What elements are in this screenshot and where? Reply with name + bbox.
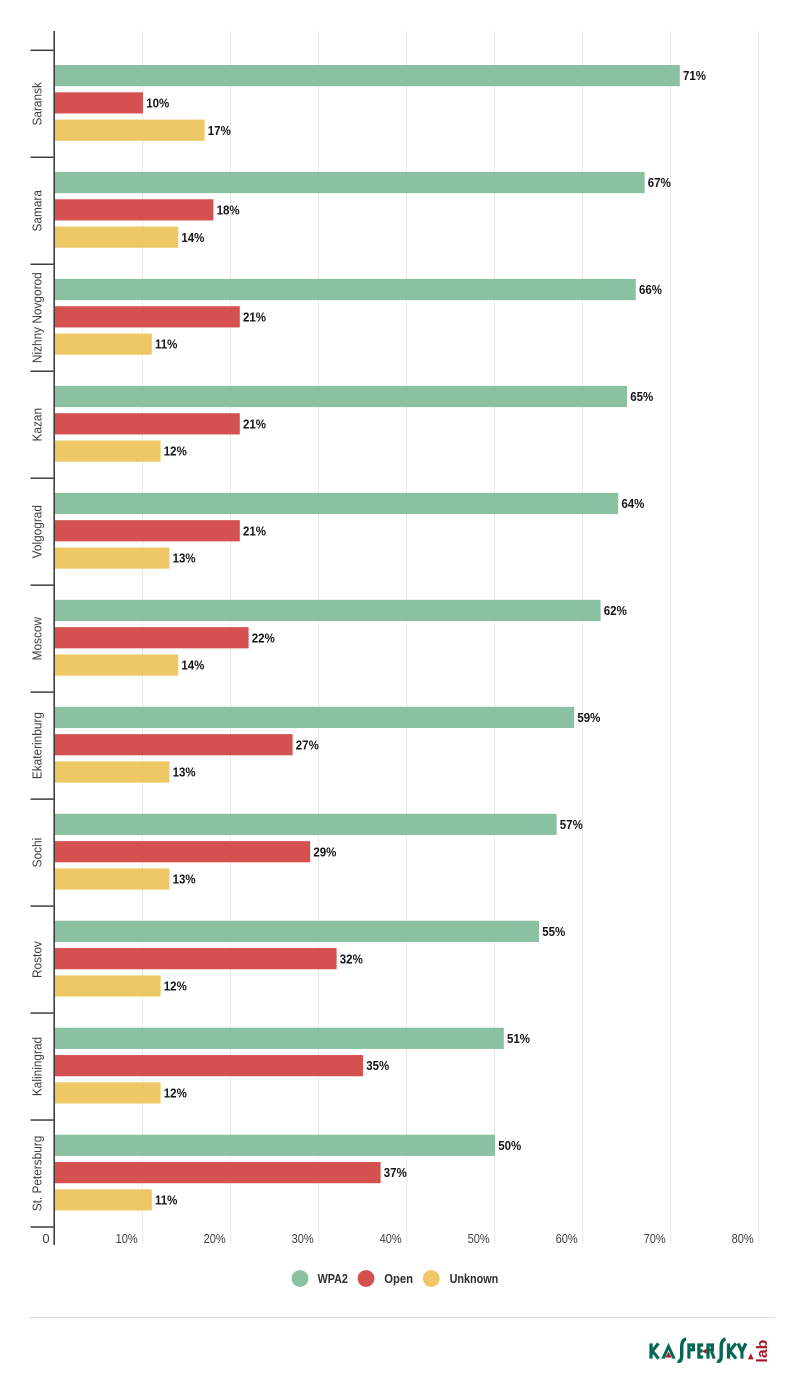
svg-text:66%: 66% [639,282,662,297]
svg-text:13%: 13% [173,765,196,780]
svg-text:12%: 12% [164,1086,187,1101]
svg-text:Open: Open [384,1271,413,1286]
svg-text:30%: 30% [292,1231,314,1246]
svg-text:Unknown: Unknown [450,1271,499,1286]
svg-text:Sochi: Sochi [30,838,45,868]
svg-text:40%: 40% [380,1231,402,1246]
svg-text:60%: 60% [556,1231,578,1246]
svg-text:WPA2: WPA2 [318,1271,348,1286]
svg-text:10%: 10% [146,95,169,110]
svg-text:67%: 67% [648,175,671,190]
svg-text:64%: 64% [621,496,644,511]
svg-text:Nizhny Novgorod: Nizhny Novgorod [30,272,45,363]
svg-text:27%: 27% [296,737,319,752]
svg-text:14%: 14% [181,658,204,673]
svg-text:22%: 22% [252,630,275,645]
svg-text:St. Petersburg: St. Petersburg [30,1136,45,1212]
svg-text:18%: 18% [217,202,240,217]
svg-text:32%: 32% [340,951,363,966]
svg-text:21%: 21% [243,523,266,538]
svg-text:21%: 21% [243,416,266,431]
svg-text:37%: 37% [384,1165,407,1180]
svg-text:Ekaterinburg: Ekaterinburg [30,712,45,779]
svg-text:50%: 50% [498,1138,521,1153]
svg-text:51%: 51% [507,1031,530,1046]
svg-text:65%: 65% [630,389,653,404]
svg-text:35%: 35% [366,1058,389,1073]
svg-text:70%: 70% [644,1231,666,1246]
svg-text:11%: 11% [155,337,178,352]
svg-text:13%: 13% [173,551,196,566]
svg-text:71%: 71% [683,68,706,83]
svg-text:50%: 50% [468,1231,490,1246]
svg-text:80%: 80% [732,1231,754,1246]
svg-text:Samara: Samara [30,189,45,231]
svg-text:12%: 12% [164,979,187,994]
svg-text:62%: 62% [604,603,627,618]
svg-text:14%: 14% [181,230,204,245]
svg-text:57%: 57% [560,817,583,832]
svg-text:Saransk: Saransk [30,82,45,126]
svg-text:Kazan: Kazan [30,408,45,442]
svg-text:Kaliningrad: Kaliningrad [30,1037,45,1096]
svg-text:29%: 29% [313,844,336,859]
svg-text:Moscow: Moscow [30,616,45,660]
svg-text:10%: 10% [116,1231,138,1246]
svg-text:59%: 59% [577,710,600,725]
svg-text:12%: 12% [164,444,187,459]
svg-text:11%: 11% [155,1193,178,1208]
svg-text:13%: 13% [173,872,196,887]
svg-text:Volgograd: Volgograd [30,505,45,558]
svg-text:0: 0 [42,1231,49,1246]
svg-text:20%: 20% [204,1231,226,1246]
svg-text:21%: 21% [243,309,266,324]
svg-text:Rostov: Rostov [30,941,45,978]
svg-text:55%: 55% [542,924,565,939]
svg-text:17%: 17% [208,123,231,138]
svg-text:lab: lab [754,1340,771,1363]
